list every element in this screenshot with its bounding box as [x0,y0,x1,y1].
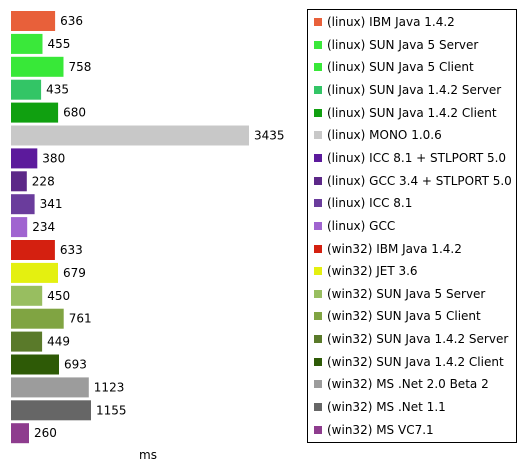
bar-value-label: 1155 [96,403,127,417]
legend-swatch [314,425,322,434]
bar-value-label: 260 [34,426,57,440]
legend-swatch [314,380,322,389]
legend-swatch [314,403,322,411]
bar-value-label: 680 [63,106,86,120]
bar [11,194,35,215]
bar-value-label: 693 [64,358,87,372]
bar-value-label: 228 [32,174,55,188]
bar [11,102,59,123]
legend-label: (linux) SUN Java 1.4.2 Client [327,105,497,120]
bar-value-label: 1123 [94,380,125,394]
bar [11,148,38,169]
legend: (linux) IBM Java 1.4.2 (linux) SUN Java 5… [307,9,517,443]
legend-label: (win32) IBM Java 1.4.2 [327,241,462,256]
bar-value-label: 450 [47,289,70,303]
bar [11,354,59,375]
legend-label: (win32) SUN Java 1.4.2 Client [327,354,504,369]
legend-label: (linux) ICC 8.1 + STLPORT 5.0 [327,150,507,165]
legend-label: (win32) MS .Net 1.1 [327,400,446,414]
bar [11,240,55,260]
legend-label: (win32) JET 3.6 [327,264,418,279]
legend-swatch [314,267,322,276]
legend-swatch [314,131,322,140]
bar-value-label: 679 [63,266,86,280]
bar [11,79,42,100]
legend-swatch [314,221,322,230]
legend-swatch [314,153,322,162]
legend-swatch [314,108,322,117]
legend-label: (linux) IBM Java 1.4.2 [327,15,455,29]
bar [11,400,91,421]
legend-swatch [314,63,322,72]
legend-swatch [314,357,322,366]
bar [11,33,43,54]
legend-label: (linux) ICC 8.1 [327,196,413,211]
legend-swatch [314,40,322,49]
bar [11,377,89,398]
legend-swatch [314,199,322,208]
bar [11,56,64,77]
legend-label: (win32) MS .Net 2.0 Beta 2 [327,377,489,392]
legend-swatch [314,85,322,94]
legend-swatch [314,18,322,26]
legend-swatch [314,244,322,253]
legend-label: (linux) SUN Java 1.4.2 Server [327,82,502,97]
bar [11,11,56,31]
legend-label: (win32) SUN Java 5 Client [327,309,481,324]
legend-label: (win32) MS VC7.1 [327,422,434,437]
bar-value-label: 633 [60,243,83,257]
legend-swatch [314,312,322,321]
legend-label: (linux) SUN Java 5 Server [327,37,479,52]
bar [11,262,58,283]
bar [11,171,27,192]
bar-value-label: 455 [48,37,71,51]
bar [11,308,64,329]
legend-label: (linux) SUN Java 5 Client [327,60,474,75]
legend-label: (linux) MONO 1.0.6 [327,128,442,143]
legend-label: (win32) SUN Java 5 Server [327,286,486,301]
bar-value-label: 341 [40,197,63,211]
legend-label: (linux) GCC 3.4 + STLPORT 5.0 [327,173,512,188]
bar [11,125,249,146]
legend-swatch [314,335,322,344]
x-axis-label: ms [139,448,157,462]
bar-value-label: 435 [46,83,69,97]
legend-label: (win32) SUN Java 1.4.2 Server [327,332,509,347]
legend-swatch [314,176,322,185]
bar [11,217,28,238]
bar-value-label: 636 [60,14,83,28]
bar [11,423,29,444]
bar [11,285,43,306]
bar [11,331,43,352]
bar-value-label: 449 [47,335,70,349]
bar-value-label: 380 [42,151,65,165]
bar-value-label: 3435 [254,129,285,143]
legend-swatch [314,289,322,298]
bar-value-label: 761 [69,312,92,326]
bar-value-label: 758 [69,60,92,74]
bar-value-label: 234 [32,220,55,234]
legend-label: (linux) GCC [327,218,396,233]
